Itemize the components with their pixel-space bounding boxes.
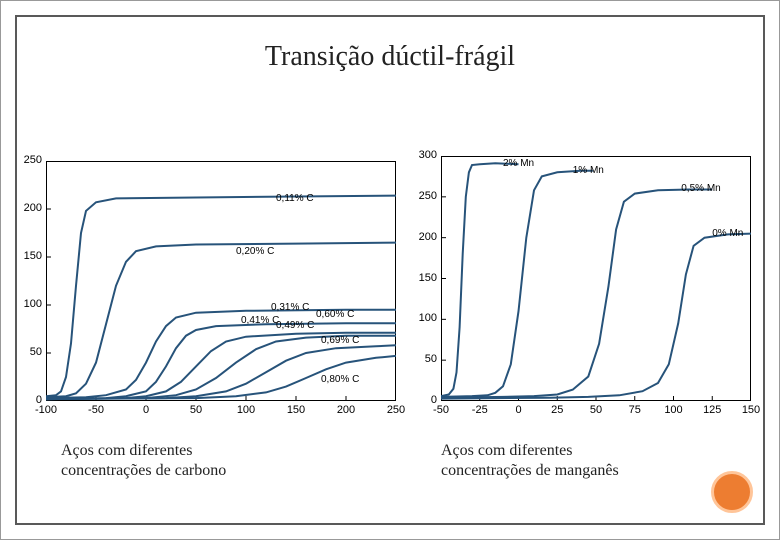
- slide-title: Transição dúctil-frágil: [1, 41, 779, 73]
- xtick-label: 50: [581, 404, 611, 416]
- series-label: 2% Mn: [503, 158, 534, 169]
- ytick-label: 150: [16, 250, 42, 262]
- xtick-label: 75: [620, 404, 650, 416]
- series-label: 0,49% C: [276, 320, 314, 331]
- ytick-label: 50: [411, 353, 437, 365]
- corner-accent-dot: [711, 471, 753, 513]
- ytick-label: 250: [411, 190, 437, 202]
- xtick-label: -50: [81, 404, 111, 416]
- ytick-label: 250: [16, 154, 42, 166]
- series-label: 1% Mn: [573, 165, 604, 176]
- xtick-label: 25: [542, 404, 572, 416]
- series-label: 0,20% C: [236, 246, 274, 257]
- ytick-label: 200: [411, 231, 437, 243]
- slide-container: Transição dúctil-frágil 050100150200250 …: [0, 0, 780, 540]
- xtick-label: -50: [426, 404, 456, 416]
- ytick-label: 200: [16, 202, 42, 214]
- series-label: 0,11% C: [276, 193, 314, 204]
- series-label: 0,41% C: [241, 315, 279, 326]
- series-label: 0% Mn: [712, 228, 743, 239]
- xtick-label: 125: [697, 404, 727, 416]
- xtick-label: -100: [31, 404, 61, 416]
- xtick-label: 0: [504, 404, 534, 416]
- caption-carbon: Aços com diferentesconcentrações de carb…: [61, 441, 226, 481]
- series-label: 0,31% C: [271, 302, 309, 313]
- xtick-label: 100: [659, 404, 689, 416]
- carbon-chart-svg: [46, 161, 396, 401]
- xtick-label: 50: [181, 404, 211, 416]
- series-label: 0,80% C: [321, 374, 359, 385]
- xtick-label: 200: [331, 404, 361, 416]
- ytick-label: 100: [16, 298, 42, 310]
- caption-manganese: Aços com diferentesconcentrações de mang…: [441, 441, 619, 481]
- xtick-label: 150: [281, 404, 311, 416]
- series-label: 0,5% Mn: [681, 183, 720, 194]
- xtick-label: -25: [465, 404, 495, 416]
- series-label: 0,69% C: [321, 335, 359, 346]
- carbon-chart: [46, 161, 396, 401]
- ytick-label: 100: [411, 312, 437, 324]
- xtick-label: 250: [381, 404, 411, 416]
- ytick-label: 150: [411, 272, 437, 284]
- series-label: 0,60% C: [316, 309, 354, 320]
- xtick-label: 0: [131, 404, 161, 416]
- xtick-label: 100: [231, 404, 261, 416]
- ytick-label: 300: [411, 149, 437, 161]
- ytick-label: 50: [16, 346, 42, 358]
- xtick-label: 150: [736, 404, 766, 416]
